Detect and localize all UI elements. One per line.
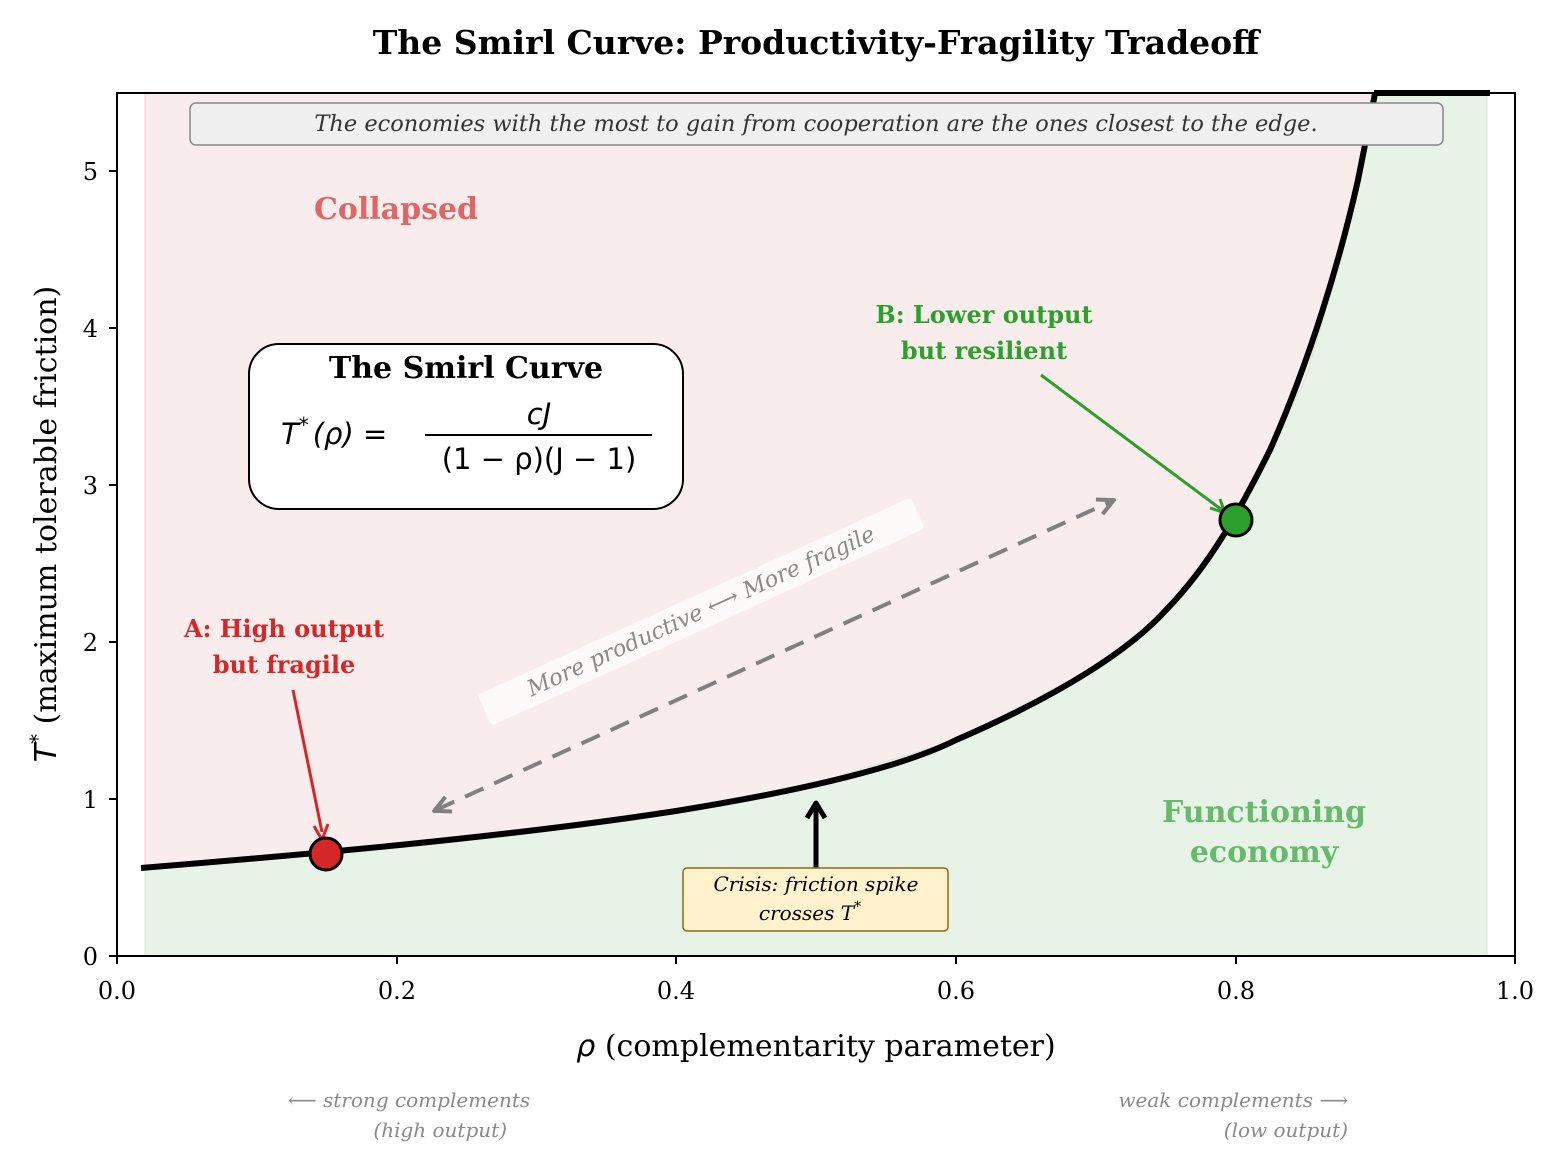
insight-banner: The economies with the most to gain from… <box>189 102 1444 146</box>
plot-frame <box>116 92 1516 957</box>
x-tick-label: 0.8 <box>1217 977 1255 1005</box>
point-b-label-line1: B: Lower output <box>875 300 1092 329</box>
x-tick-label: 1.0 <box>1496 977 1534 1005</box>
formula-numerator: cJ <box>527 397 552 431</box>
x-tick-label: 0.0 <box>98 977 136 1005</box>
point-b-annotation: B: Lower output but resilient <box>875 300 1228 516</box>
crisis-label-line2: crosses T* <box>759 899 861 925</box>
point-b-marker[interactable] <box>1218 502 1254 538</box>
y-tick-label: 0 <box>83 943 98 971</box>
point-a-marker[interactable] <box>308 836 344 872</box>
functioning-region-label-line2: economy <box>1190 835 1340 870</box>
crisis-box <box>682 867 949 932</box>
y-axis-label: T* (maximum tolerable friction) <box>25 286 64 763</box>
footnote-left-line2: (high output) <box>373 1118 507 1142</box>
x-axis: 0.0 0.2 0.4 0.6 0.8 1.0 <box>98 956 1534 1005</box>
point-b-label-line2: but resilient <box>901 336 1067 365</box>
y-tick-label: 1 <box>83 786 98 814</box>
functioning-region-label-line1: Functioning <box>1162 795 1366 830</box>
point-a-annotation: A: High output but fragile <box>183 614 384 844</box>
chart-title: The Smirl Curve: Productivity-Fragility … <box>373 23 1261 62</box>
y-tick-label: 4 <box>83 315 98 343</box>
formula-box-title: The Smirl Curve <box>329 351 603 386</box>
formula-box: The Smirl Curve T* (ρ) = cJ (1 − ρ)(J − 1… <box>248 343 684 510</box>
footnote-right-line2: (low output) <box>1224 1118 1348 1142</box>
point-a-label-line1: A: High output <box>183 614 384 643</box>
insight-banner-text: The economies with the most to gain from… <box>314 111 1317 137</box>
collapsed-region-label: Collapsed <box>314 192 478 227</box>
point-a-label-line2: but fragile <box>213 650 355 679</box>
footnote-left-line1: ⟵ strong complements <box>288 1088 530 1112</box>
crisis-label-line1: Crisis: friction spike <box>714 872 919 896</box>
x-tick-label: 0.2 <box>378 977 416 1005</box>
footnote-right-line1: weak complements ⟶ <box>1118 1088 1348 1112</box>
y-axis: 0 1 2 3 4 5 <box>83 158 117 971</box>
y-tick-label: 2 <box>83 629 98 657</box>
y-tick-label: 5 <box>83 158 98 186</box>
x-tick-label: 0.4 <box>657 977 695 1005</box>
x-axis-label: ρ (complementarity parameter) <box>576 1029 1055 1064</box>
formula-lhs: T* (ρ) = <box>281 413 387 451</box>
x-tick-label: 0.6 <box>937 977 975 1005</box>
y-tick-label: 3 <box>83 472 98 500</box>
crisis-annotation: Crisis: friction spike crosses T* <box>682 800 949 932</box>
formula-denominator: (1 − ρ)(J − 1) <box>442 442 637 476</box>
